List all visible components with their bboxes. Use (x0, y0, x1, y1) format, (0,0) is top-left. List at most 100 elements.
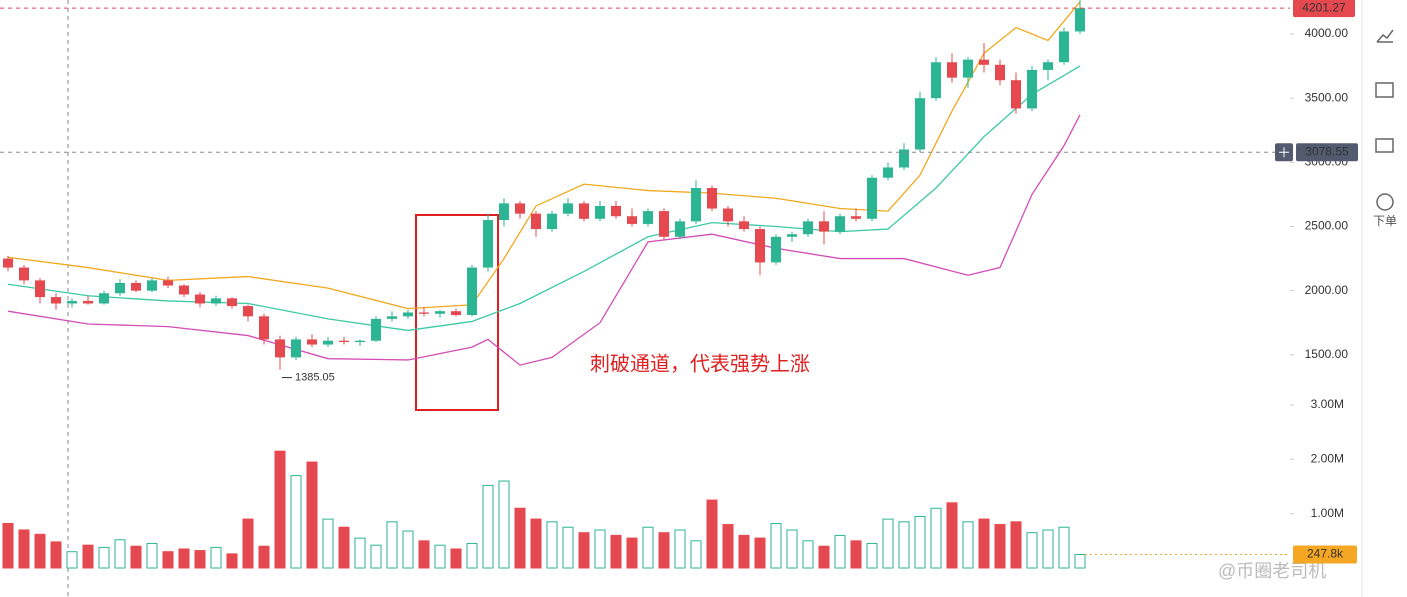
volume-bar (338, 526, 350, 569)
candle-body (1011, 80, 1021, 109)
candle-body (435, 311, 445, 314)
candle-body (531, 213, 541, 230)
volume-bar (498, 480, 510, 569)
volume-bar (962, 521, 974, 569)
volume-bar (770, 522, 782, 569)
candle-body (755, 229, 765, 263)
volume-bar (818, 545, 830, 569)
candle-body (35, 280, 45, 298)
volume-bar (482, 484, 494, 569)
candle-body (899, 149, 909, 168)
volume-bar (1026, 532, 1038, 569)
indicator-icon[interactable] (1376, 29, 1394, 43)
volume-bar (1010, 521, 1022, 569)
volume-tick-label: 3.00M (1311, 397, 1344, 411)
volume-bar (242, 518, 254, 569)
candle-body (723, 208, 733, 222)
highlight-box (415, 214, 499, 411)
y-tick-label: 4000.00 (1305, 26, 1349, 40)
candle-body (499, 203, 509, 221)
candle-body (851, 216, 861, 219)
candle-body (995, 64, 1005, 81)
volume-bar (434, 544, 446, 569)
y-tick-label: 3500.00 (1305, 90, 1349, 104)
volume-bar (594, 529, 606, 569)
candle-body (963, 59, 973, 78)
candle-body (819, 221, 829, 232)
candle-body (595, 205, 605, 219)
volume-bar (754, 537, 766, 569)
candle-body (1043, 62, 1053, 70)
candle-body (275, 339, 285, 358)
volume-bar (450, 548, 462, 569)
volume-bar (466, 543, 478, 569)
low-label: 1385.05 (295, 371, 335, 383)
volume-bar (50, 541, 62, 569)
volume-bar (786, 529, 798, 569)
volume-bar (114, 539, 126, 569)
volume-bar (162, 551, 174, 569)
volume-bar (866, 543, 878, 569)
volume-bar (258, 545, 270, 569)
volume-bar (610, 534, 622, 569)
toolbar (1375, 29, 1394, 211)
volume-bar (82, 544, 94, 569)
volume-bar (1074, 554, 1086, 569)
crosshair-label: 3078.55 (1305, 144, 1349, 158)
volume-bar (418, 540, 430, 569)
candle-body (643, 211, 653, 224)
panel-icon[interactable] (1375, 82, 1394, 98)
candle-body (579, 203, 589, 219)
volume-bar (738, 534, 750, 569)
watermark: @币圈老司机 (1218, 561, 1326, 581)
candle-body (691, 187, 701, 222)
volume-bar (914, 515, 926, 569)
candle-body (51, 297, 61, 304)
candle-body (67, 300, 77, 304)
order-icon[interactable] (1376, 193, 1394, 211)
etf-icon[interactable] (1375, 138, 1394, 153)
candle-body (563, 203, 573, 214)
candle-body (83, 300, 93, 304)
candle-body (371, 318, 381, 341)
candle-body (739, 221, 749, 230)
candle-body (323, 340, 333, 345)
volume-bar (130, 545, 142, 569)
volume-bar (978, 518, 990, 569)
candle-body (931, 62, 941, 99)
candle-body (1059, 31, 1069, 63)
order-label[interactable]: 下单 (1373, 214, 1397, 228)
candle-body (451, 311, 461, 316)
candle-body (99, 293, 109, 304)
candle-body (915, 98, 925, 150)
volume-bar (882, 518, 894, 569)
candle-body (131, 282, 141, 291)
candle-body (355, 340, 365, 342)
candle-body (291, 339, 301, 358)
volume-bar (930, 507, 942, 569)
volume-bar (546, 521, 558, 569)
volume-bar (354, 537, 366, 569)
volume-bar (322, 518, 334, 569)
candle-body (259, 316, 269, 340)
volume-bar (690, 540, 702, 569)
volume-bar (898, 521, 910, 569)
candle-body (659, 211, 669, 237)
volume-bar (674, 529, 686, 569)
candle-body (243, 306, 253, 317)
volume-bar (210, 546, 222, 569)
candle-body (387, 316, 397, 319)
last-price-tag (1293, 0, 1355, 18)
volume-bar (802, 540, 814, 569)
candle-body (787, 234, 797, 237)
candle-body (883, 167, 893, 178)
volume-tick-label: 1.00M (1311, 506, 1344, 520)
volume-bar (834, 534, 846, 569)
volume-bar (402, 530, 414, 569)
y-tick-label: 1500.00 (1305, 347, 1349, 361)
candle-body (339, 340, 349, 342)
y-tick-label: 2500.00 (1305, 219, 1349, 233)
candle-body (1075, 8, 1085, 32)
candle-body (707, 187, 717, 209)
volume-bar (562, 526, 574, 569)
